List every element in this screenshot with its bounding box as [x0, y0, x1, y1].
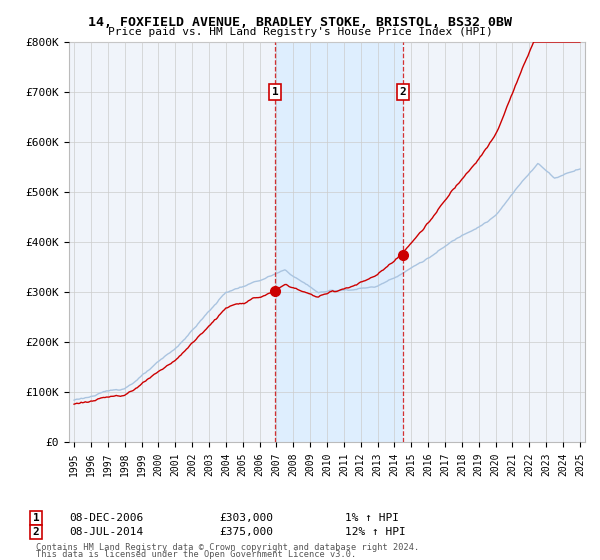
Text: £303,000: £303,000 — [219, 513, 273, 523]
Text: 12% ↑ HPI: 12% ↑ HPI — [345, 527, 406, 537]
Text: 08-JUL-2014: 08-JUL-2014 — [69, 527, 143, 537]
Text: 08-DEC-2006: 08-DEC-2006 — [69, 513, 143, 523]
Text: 2: 2 — [32, 527, 40, 537]
Text: 1: 1 — [32, 513, 40, 523]
Text: This data is licensed under the Open Government Licence v3.0.: This data is licensed under the Open Gov… — [36, 550, 356, 559]
Text: 1% ↑ HPI: 1% ↑ HPI — [345, 513, 399, 523]
Text: Price paid vs. HM Land Registry's House Price Index (HPI): Price paid vs. HM Land Registry's House … — [107, 27, 493, 37]
Text: 1: 1 — [272, 87, 278, 97]
Text: £375,000: £375,000 — [219, 527, 273, 537]
Bar — [275, 42, 403, 442]
Text: 14, FOXFIELD AVENUE, BRADLEY STOKE, BRISTOL, BS32 0BW: 14, FOXFIELD AVENUE, BRADLEY STOKE, BRIS… — [88, 16, 512, 29]
Text: Contains HM Land Registry data © Crown copyright and database right 2024.: Contains HM Land Registry data © Crown c… — [36, 543, 419, 552]
Text: 2: 2 — [400, 87, 407, 97]
